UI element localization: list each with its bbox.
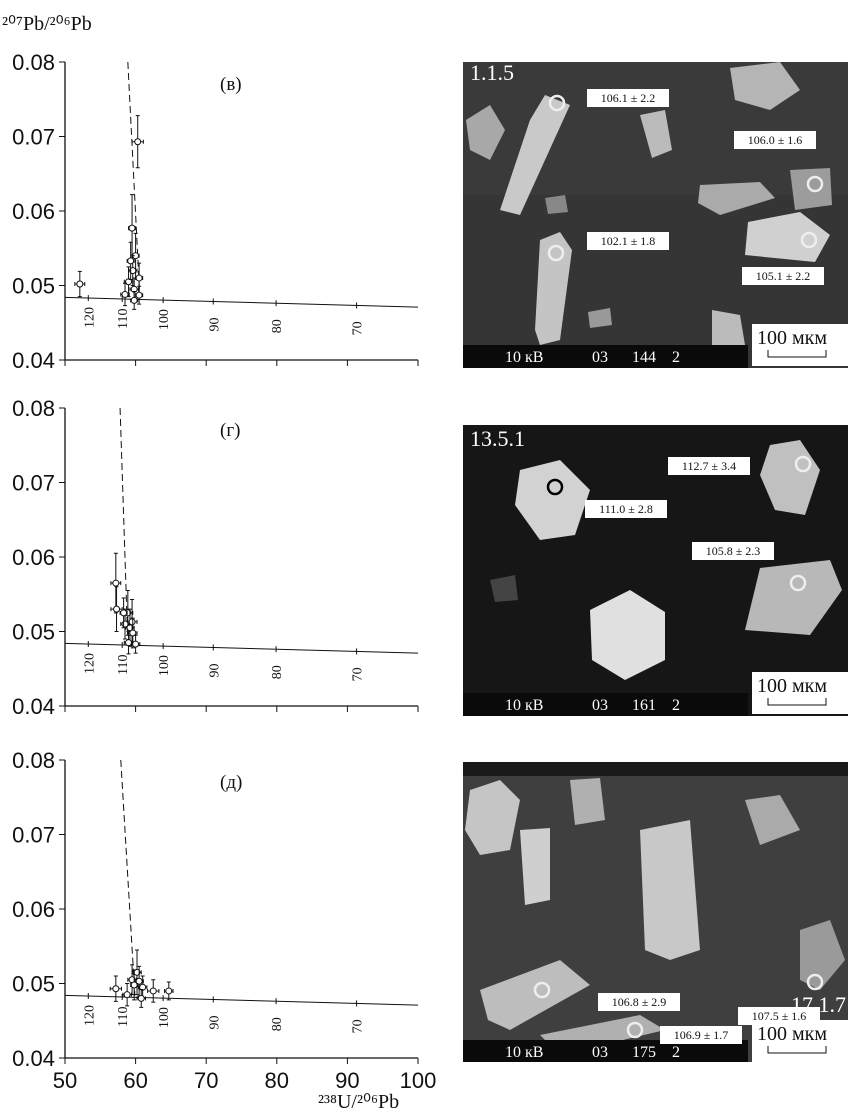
x-tick-label: 90 <box>335 1068 359 1093</box>
scale-label: 100 мкм <box>757 1023 827 1045</box>
data-point <box>166 988 172 994</box>
age-label: 111.0 ± 2.8 <box>599 502 653 516</box>
x-tick-label: 50 <box>53 1068 77 1093</box>
image-footer: 175 <box>632 1044 656 1061</box>
y-tick-label: 0.05 <box>12 620 55 645</box>
discordia-line <box>121 760 135 995</box>
data-point <box>129 225 135 231</box>
concordia-age-label: 100 <box>157 655 172 676</box>
y-tick-label: 0.07 <box>12 471 55 496</box>
age-label: 105.1 ± 2.2 <box>756 269 811 283</box>
image-footer: 2 <box>672 1044 680 1061</box>
scale-label: 100 мкм <box>757 675 827 697</box>
image-footer: 03 <box>592 349 608 366</box>
y-tick-label: 0.08 <box>12 50 55 75</box>
concordia-age-label: 110 <box>116 655 131 675</box>
age-label: 102.1 ± 1.8 <box>601 234 656 248</box>
concordia-age-label: 80 <box>270 319 285 333</box>
data-point <box>131 982 137 988</box>
image-footer: 2 <box>672 349 680 366</box>
panel-label: (д) <box>220 772 242 793</box>
data-point <box>133 641 139 647</box>
concordia-age-label: 110 <box>116 1007 131 1027</box>
y-tick-label: 0.07 <box>12 823 55 848</box>
data-point <box>129 619 135 625</box>
age-label: 106.8 ± 2.9 <box>612 995 667 1009</box>
image-footer: 2 <box>672 697 680 714</box>
concordia-age-label: 100 <box>157 1007 172 1028</box>
concordia-line <box>65 643 418 653</box>
data-point <box>113 986 119 992</box>
concordia-age-label: 70 <box>351 1019 366 1033</box>
data-point <box>150 988 156 994</box>
concordia-age-label: 90 <box>207 1015 222 1029</box>
concordia-age-label: 120 <box>82 307 97 328</box>
image-footer: 161 <box>632 697 656 714</box>
y-tick-label: 0.05 <box>12 274 55 299</box>
data-point <box>126 640 132 646</box>
image-footer: 144 <box>632 349 656 366</box>
image-footer: 10 кВ <box>505 697 543 714</box>
y-tick-label: 0.08 <box>12 396 55 421</box>
image-footer: 03 <box>592 1044 608 1061</box>
cl-image-1 <box>463 62 848 368</box>
y-tick-label: 0.04 <box>12 1046 55 1071</box>
x-axis-label: ²³⁸U/²⁰⁶Pb <box>318 1091 399 1113</box>
data-point <box>122 291 128 297</box>
concordia-age-label: 120 <box>82 653 97 674</box>
age-label: 106.1 ± 2.2 <box>601 91 656 105</box>
data-point <box>77 281 83 287</box>
image-footer: 10 кВ <box>505 1044 543 1061</box>
image-footer: 03 <box>592 697 608 714</box>
y-tick-label: 0.06 <box>12 545 55 570</box>
panel-label: (в) <box>220 74 242 95</box>
concordia-line <box>65 995 418 1005</box>
data-point <box>135 139 141 145</box>
panel-label: (г) <box>220 420 240 441</box>
y-tick-label: 0.06 <box>12 199 55 224</box>
y-tick-label: 0.05 <box>12 972 55 997</box>
concordia-age-label: 70 <box>351 667 366 681</box>
concordia-age-label: 80 <box>270 1017 285 1031</box>
concordia-age-label: 120 <box>82 1005 97 1026</box>
data-point <box>136 275 142 281</box>
y-tick-label: 0.04 <box>12 694 55 719</box>
concordia-age-label: 110 <box>116 309 131 329</box>
concordia-age-label: 70 <box>351 321 366 335</box>
image-id: 13.5.1 <box>470 426 525 451</box>
data-point <box>124 992 130 998</box>
page: {"y_label":"²⁰⁷Pb/²⁰⁶Pb","x_label":"²³⁸U… <box>0 0 856 1120</box>
figure: ²⁰⁷Pb/²⁰⁶Pb ²³⁸U/²⁰⁶Pb <box>0 0 856 1120</box>
age-label: 112.7 ± 3.4 <box>682 459 736 473</box>
data-point <box>121 610 127 616</box>
data-point <box>113 580 119 586</box>
age-label: 106.0 ± 1.6 <box>748 133 803 147</box>
y-tick-label: 0.04 <box>12 348 55 373</box>
concordia-line <box>65 297 418 307</box>
concordia-age-label: 90 <box>207 663 222 677</box>
data-point <box>131 297 137 303</box>
data-point <box>122 621 128 627</box>
scale-label: 100 мкм <box>757 327 827 349</box>
data-point <box>138 995 144 1001</box>
image-footer: 10 кВ <box>505 349 543 366</box>
concordia-age-label: 90 <box>207 317 222 331</box>
y-tick-label: 0.08 <box>12 748 55 773</box>
x-tick-label: 80 <box>265 1068 289 1093</box>
data-point <box>128 258 134 264</box>
data-point <box>114 606 120 612</box>
concordia-age-label: 100 <box>157 309 172 330</box>
x-tick-label: 60 <box>123 1068 147 1093</box>
age-label: 105.8 ± 2.3 <box>706 544 761 558</box>
image-id: 1.1.5 <box>470 60 514 85</box>
age-label: 106.9 ± 1.7 <box>674 1028 729 1042</box>
concordia-age-label: 80 <box>270 665 285 679</box>
y-axis-label: ²⁰⁷Pb/²⁰⁶Pb <box>2 13 92 35</box>
y-tick-label: 0.07 <box>12 125 55 150</box>
x-tick-label: 100 <box>400 1068 437 1093</box>
y-tick-label: 0.06 <box>12 897 55 922</box>
x-tick-label: 70 <box>194 1068 218 1093</box>
data-point <box>136 292 142 298</box>
